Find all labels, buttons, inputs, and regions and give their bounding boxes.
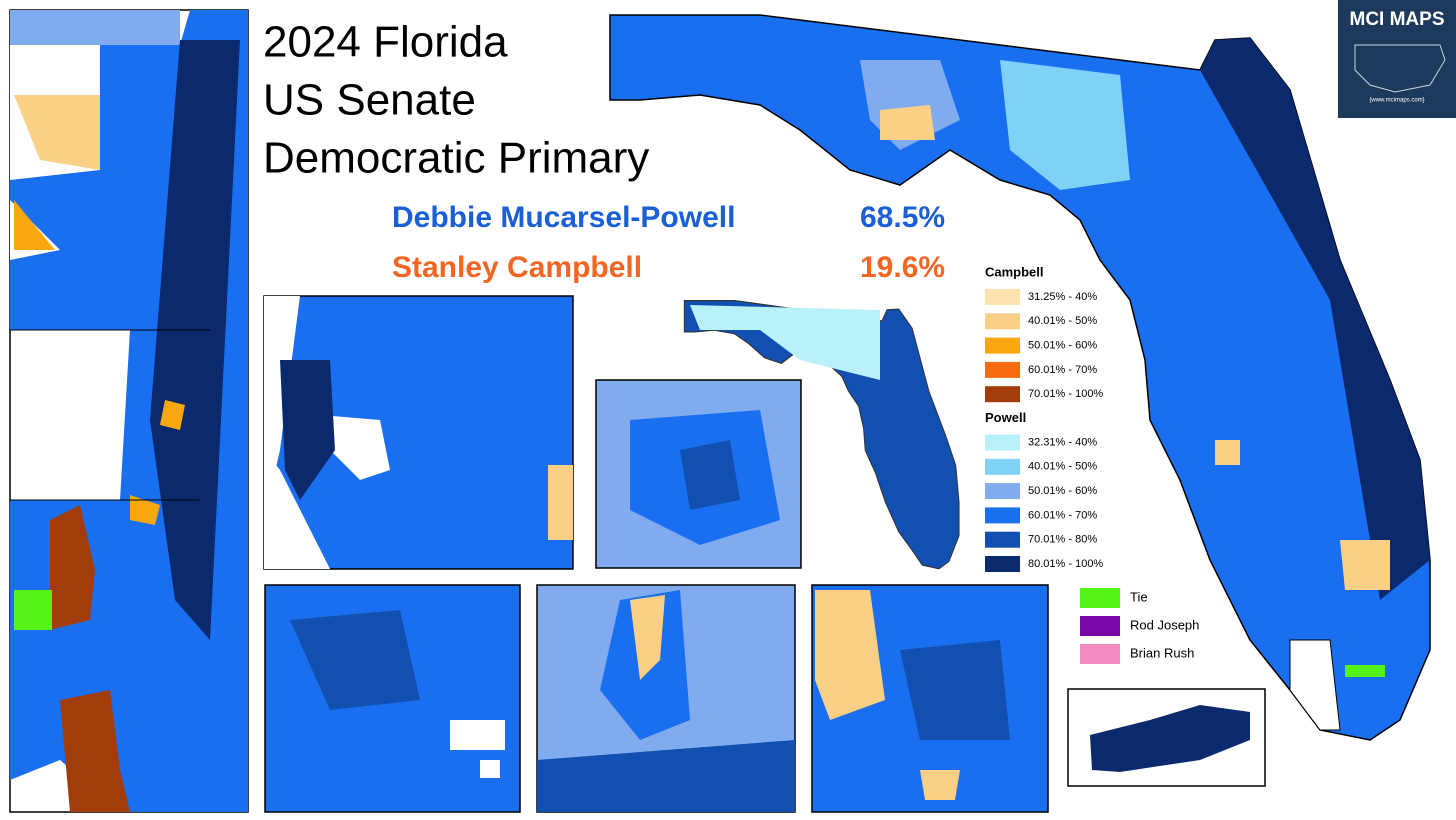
left-map-area (150, 40, 240, 640)
legend-swatch (985, 361, 1020, 378)
map-area (880, 105, 935, 140)
inset-area (1090, 705, 1250, 772)
legend-label: 32.31% - 40% (1028, 436, 1097, 448)
legend-label: 50.01% - 60% (1028, 485, 1097, 497)
legend-swatch (985, 386, 1020, 403)
inset-area (548, 465, 573, 540)
inset-area (900, 640, 1010, 740)
map-area (1215, 440, 1240, 465)
candidate-name: Stanley Campbell (392, 251, 642, 284)
inset-area (680, 440, 740, 510)
title-line: Democratic Primary (263, 134, 649, 183)
left-map-area (14, 200, 55, 250)
candidate-share: 19.6% (860, 251, 945, 284)
inset-area (815, 590, 885, 720)
map-area (1289, 639, 1341, 731)
legend-label: 60.01% - 70% (1028, 364, 1097, 376)
logo-title: MCI MAPS (1350, 9, 1445, 30)
logo-box (1338, 0, 1456, 118)
inset-area (264, 450, 330, 569)
left-map-area (10, 10, 180, 45)
legend-label: Tie (1130, 589, 1148, 604)
candidate-name: Debbie Mucarsel-Powell (392, 201, 735, 234)
inset-area (920, 770, 960, 800)
legend-swatch (985, 556, 1020, 572)
left-map-area (14, 590, 52, 630)
legend-heading: Powell (985, 410, 1026, 425)
legend-label: Brian Rush (1130, 645, 1194, 660)
legend-heading: Campbell (985, 264, 1044, 279)
legend-label: Rod Joseph (1130, 617, 1199, 632)
legend-swatch (1080, 616, 1120, 636)
legend-label: 70.01% - 80% (1028, 534, 1097, 546)
legend-label: 50.01% - 60% (1028, 340, 1097, 352)
logo-url: {www.mcimaps.com} (1369, 98, 1424, 104)
legend-swatch (1080, 588, 1120, 608)
inset-area (537, 740, 795, 812)
legend-swatch (985, 313, 1020, 330)
legend-swatch (985, 434, 1020, 451)
legend-label: 31.25% - 40% (1028, 291, 1097, 303)
legend-swatch (985, 289, 1020, 305)
legend: Campbell 31.25% - 40% 40.01% - 50% 50.01% -… (985, 264, 1199, 664)
legend-swatch (985, 337, 1020, 354)
inset-area (264, 296, 390, 520)
map-area (1200, 38, 1430, 600)
title-line: 2024 Florida (263, 18, 508, 67)
map-area (1345, 665, 1385, 677)
legend-swatch (985, 483, 1020, 500)
inset-area (290, 610, 420, 710)
left-map-area (130, 400, 185, 525)
legend-swatch (1080, 644, 1120, 664)
legend-label: 60.01% - 70% (1028, 509, 1097, 521)
mini-map-area (690, 305, 880, 380)
legend-swatch (985, 531, 1020, 548)
map-area (1000, 60, 1130, 190)
legend-label: 40.01% - 50% (1028, 315, 1097, 327)
left-map-area (14, 95, 100, 170)
results: Debbie Mucarsel-Powell 68.5% Stanley Campb… (392, 201, 945, 284)
candidate-share: 68.5% (860, 201, 945, 234)
legend-label: 70.01% - 100% (1028, 388, 1103, 400)
map-area (1340, 540, 1390, 590)
left-map-area (50, 505, 130, 812)
legend-swatch (985, 507, 1020, 524)
logo-icon (1354, 44, 1446, 93)
inset-area (630, 595, 665, 680)
inset-area (450, 720, 505, 778)
legend-label: 40.01% - 50% (1028, 461, 1097, 473)
legend-swatch (985, 458, 1020, 475)
inset-area (280, 360, 335, 500)
title: 2024 Florida US Senate Democratic Primary (263, 18, 649, 183)
title-line: US Senate (263, 76, 476, 125)
legend-label: 80.01% - 100% (1028, 558, 1103, 570)
